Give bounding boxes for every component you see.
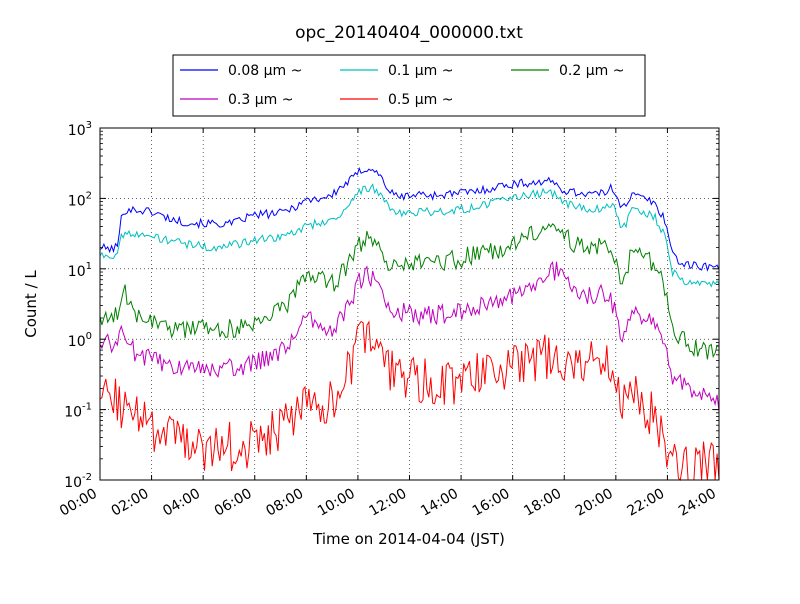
y-axis-label: Count / L [22, 270, 40, 338]
y-tick-label: 103 [68, 120, 92, 139]
x-tick-label: 08:00 [263, 486, 306, 520]
x-tick-label: 16:00 [470, 486, 513, 520]
x-tick-label: 02:00 [109, 486, 152, 520]
y-tick-label: 100 [68, 331, 92, 350]
x-tick-label: 18:00 [521, 486, 564, 520]
series-line [99, 183, 720, 288]
x-tick-label: 10:00 [315, 486, 358, 520]
legend-label: 0.2 μm ~ [559, 63, 624, 79]
ticks: 00:00 02:00 04:00 06:00 08:00 10:00 12:00 14:00… [57, 120, 720, 520]
legend-label: 0.5 μm ~ [388, 92, 453, 108]
x-tick-label: 06:00 [212, 486, 255, 520]
y-tick-label: 10-1 [64, 402, 92, 421]
x-tick-label: 22:00 [624, 486, 667, 520]
x-axis-label: Time on 2014-04-04 (JST) [312, 530, 505, 548]
x-tick-label: 24:00 [676, 486, 719, 520]
x-tick-label: 14:00 [418, 486, 461, 520]
x-tick-label: 20:00 [573, 486, 616, 520]
x-tick-label: 12:00 [367, 486, 410, 520]
legend-label: 0.3 μm ~ [228, 92, 293, 108]
series-layer [99, 166, 720, 481]
legend: 0.08 μm ~ 0.1 μm ~ 0.2 μm ~ 0.3 μm ~ 0.5 μm … [172, 54, 646, 117]
chart-title: opc_20140404_000000.txt [295, 23, 523, 43]
series-line [99, 261, 720, 412]
legend-label: 0.1 μm ~ [388, 63, 453, 79]
legend-label: 0.08 μm ~ [228, 63, 302, 79]
series-line [99, 223, 720, 360]
x-tick-label: 04:00 [160, 486, 203, 520]
series-line [99, 166, 720, 272]
y-tick-label: 101 [68, 261, 92, 280]
y-tick-label: 10-2 [64, 472, 92, 491]
legend-box [172, 54, 646, 117]
series-line [99, 320, 720, 481]
y-tick-label: 102 [68, 190, 92, 209]
